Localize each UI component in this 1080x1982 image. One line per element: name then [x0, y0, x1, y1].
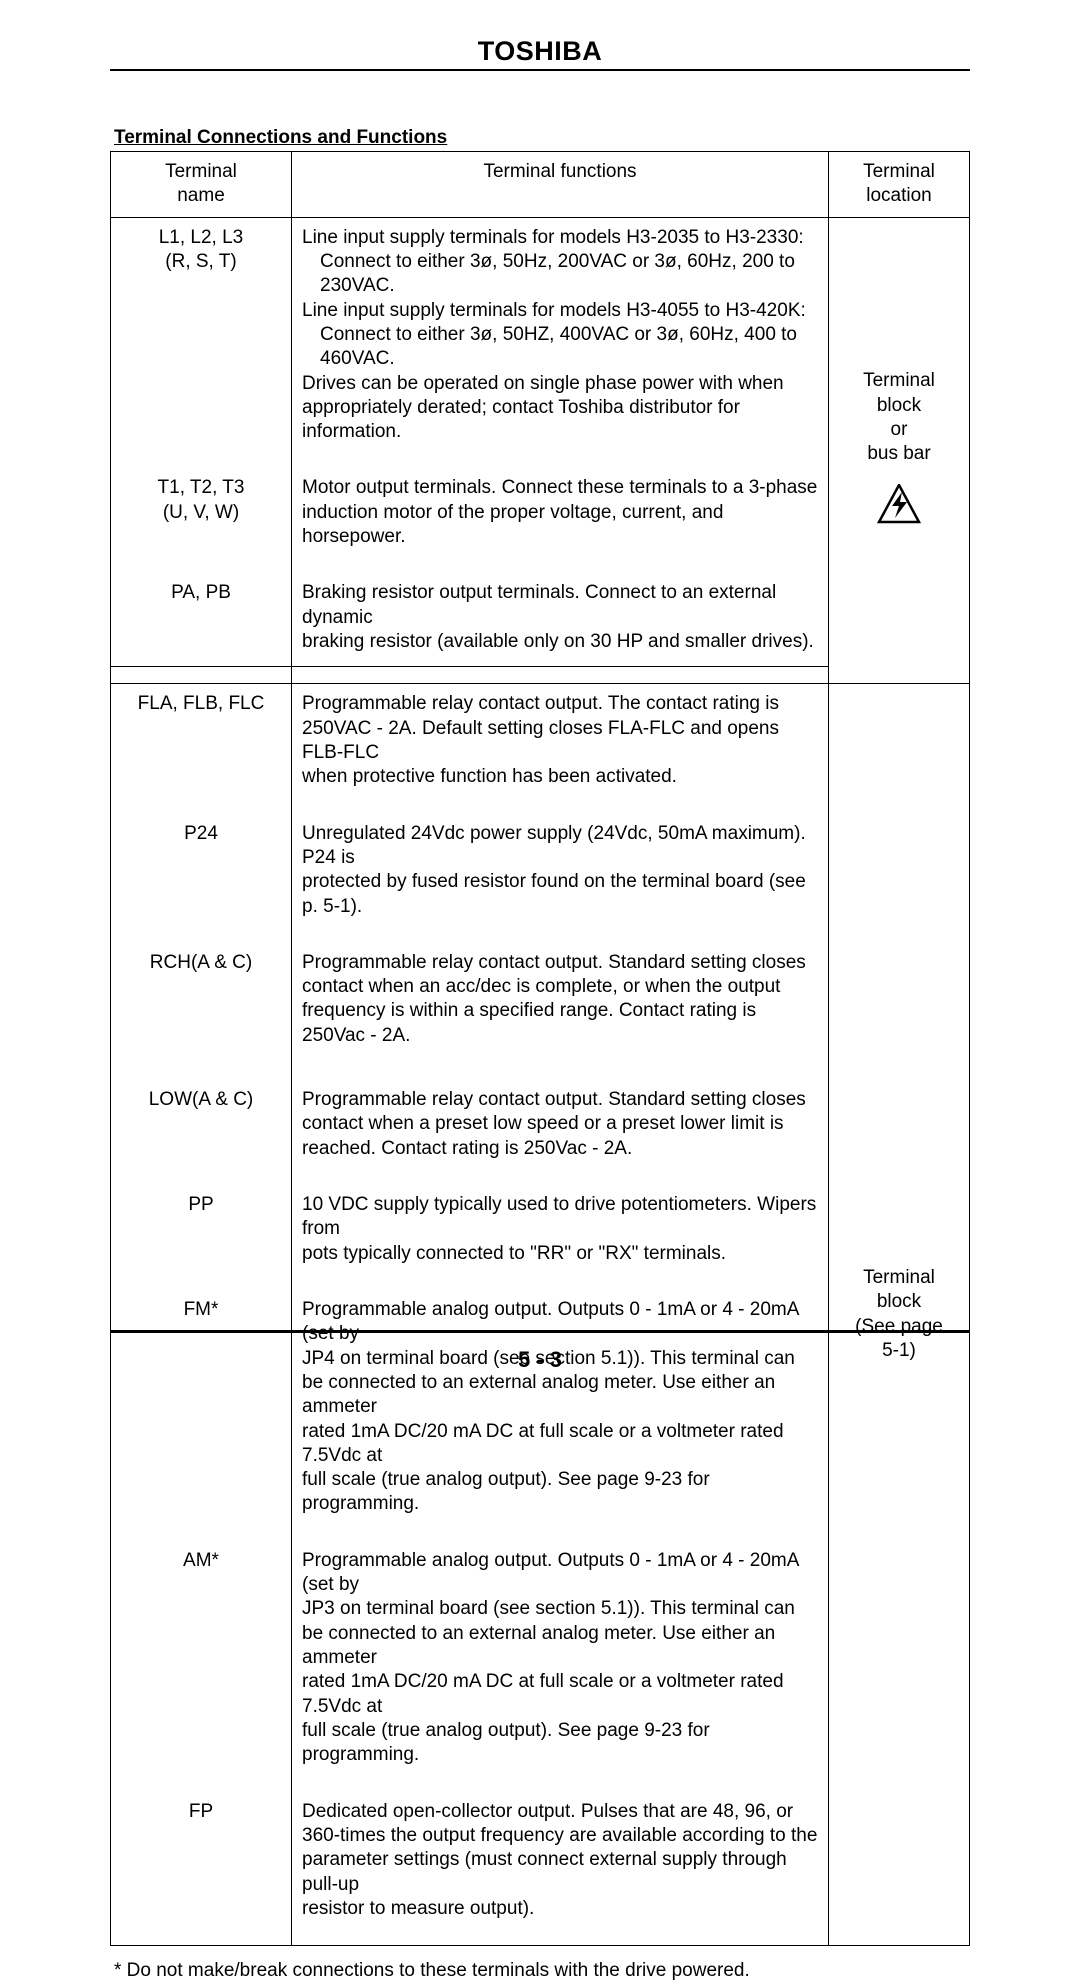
terminal-name-cell: FM*: [111, 1290, 292, 1525]
terminal-function-cell: 10 VDC supply typically used to drive po…: [292, 1185, 829, 1274]
brand-rule: [110, 69, 970, 71]
terminal-name: T1, T2, T3 (U, V, W): [158, 477, 245, 522]
func-line: braking resistor (available only on 30 H…: [302, 630, 818, 654]
func-line: full scale (true analog output). See pag…: [302, 1468, 818, 1517]
terminal-name-cell: RCH(A & C): [111, 943, 292, 1056]
page-number: 5 - 3: [0, 1347, 1080, 1373]
table-row: FLA, FLB, FLC Programmable relay contact…: [111, 684, 970, 798]
func-line: when protective function has been activa…: [302, 765, 818, 789]
terminal-function-cell: Motor output terminals. Connect these te…: [292, 468, 829, 557]
terminal-name-cell: FP: [111, 1792, 292, 1930]
func-line: Programmable analog output. Outputs 0 - …: [302, 1549, 818, 1598]
terminal-name-cell: T1, T2, T3 (U, V, W): [111, 468, 292, 557]
terminal-table: Terminal name Terminal functions Termina…: [110, 151, 970, 1946]
terminal-name: P24: [184, 823, 218, 844]
func-line: parameter settings (must connect externa…: [302, 1848, 818, 1897]
header-text: Terminal name: [165, 161, 237, 206]
terminal-function-cell: Unregulated 24Vdc power supply (24Vdc, 5…: [292, 814, 829, 927]
terminal-name-cell: AM*: [111, 1541, 292, 1776]
high-voltage-icon: [877, 484, 921, 531]
func-line: full scale (true analog output). See pag…: [302, 1719, 818, 1768]
func-line: induction motor of the proper voltage, c…: [302, 501, 818, 550]
terminal-function-cell: Braking resistor output terminals. Conne…: [292, 573, 829, 666]
terminal-name: FLA, FLB, FLC: [138, 693, 265, 714]
func-line: pots typically connected to "RR" or "RX"…: [302, 1242, 818, 1266]
func-line: Programmable relay contact output. Stand…: [302, 1088, 818, 1112]
func-line: protected by fused resistor found on the…: [302, 870, 818, 919]
section-title: Terminal Connections and Functions: [114, 127, 970, 149]
footer-rule: [110, 1330, 970, 1333]
terminal-name: PA, PB: [171, 582, 231, 603]
func-line: JP3 on terminal board (see section 5.1))…: [302, 1597, 818, 1621]
location-text: Terminal block or bus bar: [839, 369, 959, 466]
func-line: Braking resistor output terminals. Conne…: [302, 581, 818, 630]
func-line: rated 1mA DC/20 mA DC at full scale or a…: [302, 1420, 818, 1469]
table-header-row: Terminal name Terminal functions Termina…: [111, 152, 970, 218]
terminal-name-cell: PP: [111, 1185, 292, 1274]
header-text: Terminal location: [863, 161, 935, 206]
func-line: Programmable relay contact output. Stand…: [302, 951, 818, 975]
func-line: Unregulated 24Vdc power supply (24Vdc, 5…: [302, 822, 818, 871]
terminal-name-cell: FLA, FLB, FLC: [111, 684, 292, 798]
terminal-name-cell: L1, L2, L3 (R, S, T): [111, 217, 292, 452]
func-line: Connect to either 3ø, 50Hz, 200VAC or 3ø…: [302, 250, 818, 299]
footnote: * Do not make/break connections to these…: [114, 1960, 970, 1982]
terminal-name-cell: PA, PB: [111, 573, 292, 666]
terminal-function-cell: Programmable relay contact output. Stand…: [292, 943, 829, 1056]
terminal-function-cell: Programmable relay contact output. Stand…: [292, 1080, 829, 1169]
header-terminal-location: Terminal location: [829, 152, 970, 218]
header-terminal-functions: Terminal functions: [292, 152, 829, 218]
func-line: be connected to an external analog meter…: [302, 1622, 818, 1671]
terminal-name: LOW(A & C): [149, 1089, 254, 1110]
func-line: resistor to measure output).: [302, 1897, 818, 1921]
terminal-function-cell: Line input supply terminals for models H…: [292, 217, 829, 452]
terminal-name: L1, L2, L3 (R, S, T): [159, 227, 244, 272]
func-line: frequency is within a specified range. C…: [302, 999, 818, 1048]
func-line: rated 1mA DC/20 mA DC at full scale or a…: [302, 1670, 818, 1719]
terminal-name-cell: P24: [111, 814, 292, 927]
func-line: contact when a preset low speed or a pre…: [302, 1112, 818, 1136]
func-line: 250VAC - 2A. Default setting closes FLA-…: [302, 717, 818, 766]
func-line: Line input supply terminals for models H…: [302, 226, 818, 250]
func-line: 10 VDC supply typically used to drive po…: [302, 1193, 818, 1242]
header-terminal-name: Terminal name: [111, 152, 292, 218]
table-row: L1, L2, L3 (R, S, T) Line input supply t…: [111, 217, 970, 452]
terminal-name-cell: LOW(A & C): [111, 1080, 292, 1169]
terminal-function-cell: Programmable analog output. Outputs 0 - …: [292, 1541, 829, 1776]
func-line: Connect to either 3ø, 50HZ, 400VAC or 3ø…: [302, 323, 818, 372]
func-line: Motor output terminals. Connect these te…: [302, 476, 818, 500]
func-line: Line input supply terminals for models H…: [302, 299, 818, 323]
terminal-function-cell: Programmable analog output. Outputs 0 - …: [292, 1290, 829, 1525]
terminal-function-cell: Programmable relay contact output. The c…: [292, 684, 829, 798]
terminal-name: PP: [188, 1194, 213, 1215]
func-line: Programmable relay contact output. The c…: [302, 692, 818, 716]
func-line: reached. Contact rating is 250Vac - 2A.: [302, 1137, 818, 1161]
document-page: TOSHIBA Terminal Connections and Functio…: [0, 0, 1080, 1397]
terminal-name: FP: [189, 1801, 213, 1822]
func-line: appropriately derated; contact Toshiba d…: [302, 396, 818, 445]
func-line: 360-times the output frequency are avail…: [302, 1824, 818, 1848]
terminal-name: AM*: [183, 1550, 219, 1571]
terminal-location-cell: Terminal block (See page 5-1): [829, 684, 970, 1946]
func-line: Dedicated open-collector output. Pulses …: [302, 1800, 818, 1824]
func-line: contact when an acc/dec is complete, or …: [302, 975, 818, 999]
func-line: be connected to an external analog meter…: [302, 1371, 818, 1420]
brand-title: TOSHIBA: [110, 36, 970, 67]
terminal-name: FM*: [184, 1299, 219, 1320]
func-line: Drives can be operated on single phase p…: [302, 372, 818, 396]
terminal-name: RCH(A & C): [150, 952, 252, 973]
func-line: Programmable analog output. Outputs 0 - …: [302, 1298, 818, 1347]
terminal-location-cell: Terminal block or bus bar: [829, 217, 970, 684]
terminal-function-cell: Dedicated open-collector output. Pulses …: [292, 1792, 829, 1930]
header-text: Terminal functions: [483, 161, 636, 182]
